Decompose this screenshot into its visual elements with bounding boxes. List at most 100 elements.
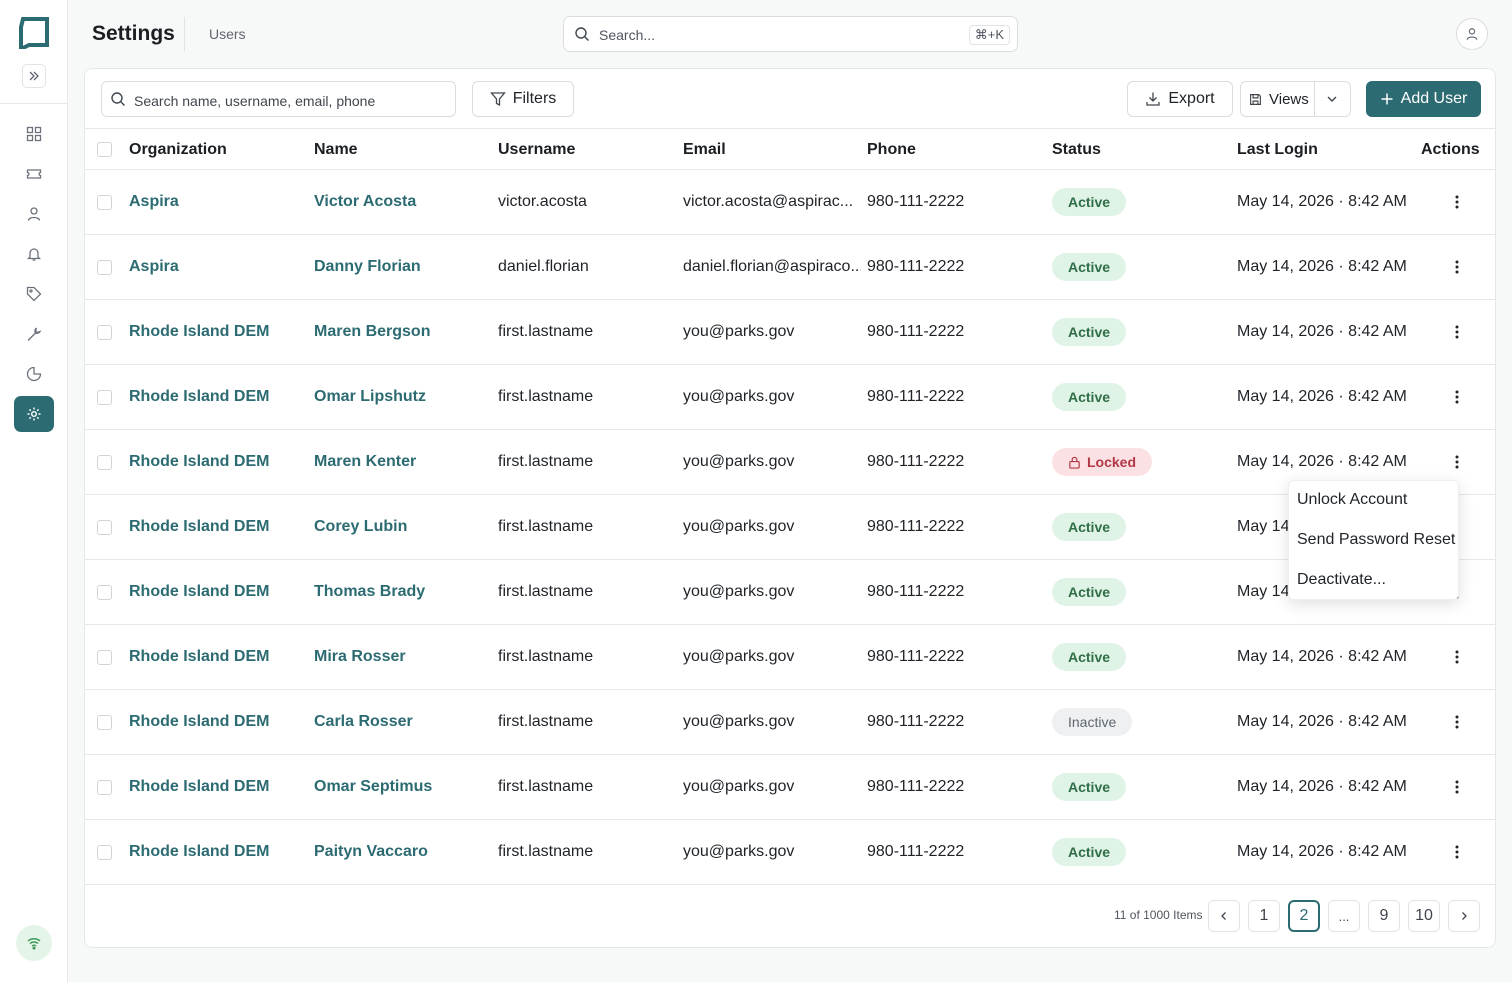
cell-phone: 980-111-2222 (867, 388, 965, 405)
cell-organization[interactable]: Rhode Island DEM (129, 713, 270, 730)
nav-tools[interactable] (14, 316, 54, 352)
row-checkbox[interactable] (97, 260, 112, 275)
avatar[interactable] (1456, 18, 1488, 50)
page-button[interactable]: 10 (1408, 900, 1440, 932)
row-actions-button[interactable] (1447, 192, 1467, 212)
row-actions-button[interactable] (1447, 647, 1467, 667)
table-row[interactable]: Rhode Island DEM Thomas Brady first.lastna… (85, 560, 1495, 625)
breadcrumb[interactable]: Users (209, 26, 246, 42)
global-search-input[interactable]: Search... ⌘+K (563, 16, 1018, 52)
page-button[interactable]: 9 (1368, 900, 1400, 932)
cell-username: first.lastname (498, 388, 594, 405)
column-organization[interactable]: Organization (129, 141, 227, 158)
table-row[interactable]: Rhode Island DEM Omar Lipshutz first.lastn… (85, 365, 1495, 430)
row-actions-button[interactable] (1447, 257, 1467, 277)
row-checkbox[interactable] (97, 845, 112, 860)
table-row[interactable]: Rhode Island DEM Mira Rosser first.lastnam… (85, 625, 1495, 690)
cell-name[interactable]: Danny Florian (314, 258, 421, 275)
page-button[interactable]: 1 (1248, 900, 1280, 932)
cell-name[interactable]: Maren Bergson (314, 323, 431, 340)
cell-name[interactable]: Mira Rosser (314, 648, 406, 665)
more-vertical-icon (1455, 390, 1459, 404)
row-checkbox[interactable] (97, 195, 112, 210)
table-row[interactable]: Rhode Island DEM Carla Rosser first.lastna… (85, 690, 1495, 755)
table-row[interactable]: Rhode Island DEM Corey Lubin first.lastnam… (85, 495, 1495, 560)
table-row[interactable]: Rhode Island DEM Maren Bergson first.lastn… (85, 300, 1495, 365)
cell-organization[interactable]: Rhode Island DEM (129, 388, 270, 405)
cell-organization[interactable]: Rhode Island DEM (129, 778, 270, 795)
cell-organization[interactable]: Rhode Island DEM (129, 453, 270, 470)
table-row[interactable]: Rhode Island DEM Paityn Vaccaro first.last… (85, 820, 1495, 885)
table-row[interactable]: Aspira Victor Acosta victor.acosta victor.a… (85, 170, 1495, 235)
page-button-current[interactable]: 2 (1288, 900, 1320, 932)
menu-item-unlock-account[interactable]: Unlock Account (1297, 491, 1408, 508)
cell-phone: 980-111-2222 (867, 518, 965, 535)
search-icon (111, 92, 125, 106)
cell-organization[interactable]: Rhode Island DEM (129, 843, 270, 860)
cell-organization[interactable]: Rhode Island DEM (129, 648, 270, 665)
row-actions-button[interactable] (1447, 712, 1467, 732)
table-row[interactable]: Rhode Island DEM Omar Septimus first.lastn… (85, 755, 1495, 820)
column-username[interactable]: Username (498, 141, 576, 158)
row-actions-button[interactable] (1447, 387, 1467, 407)
nav-notifications[interactable] (14, 236, 54, 272)
views-button[interactable]: Views (1240, 81, 1351, 117)
column-email[interactable]: Email (683, 141, 726, 158)
row-checkbox[interactable] (97, 585, 112, 600)
cell-organization[interactable]: Aspira (129, 258, 179, 275)
cell-name[interactable]: Paityn Vaccaro (314, 843, 428, 860)
cell-organization[interactable]: Rhode Island DEM (129, 323, 270, 340)
row-checkbox[interactable] (97, 390, 112, 405)
row-checkbox[interactable] (97, 520, 112, 535)
cell-name[interactable]: Maren Kenter (314, 453, 417, 470)
next-page-button[interactable] (1448, 900, 1480, 932)
column-name[interactable]: Name (314, 141, 358, 158)
row-checkbox[interactable] (97, 650, 112, 665)
select-all-checkbox[interactable] (97, 142, 112, 157)
column-status[interactable]: Status (1052, 141, 1101, 158)
table-row[interactable]: Rhode Island DEM Maren Kenter first.lastna… (85, 430, 1495, 495)
filters-button[interactable]: Filters (472, 81, 574, 117)
row-actions-button[interactable] (1447, 452, 1467, 472)
menu-item-deactivate[interactable]: Deactivate... (1297, 571, 1386, 588)
row-actions-button[interactable] (1447, 322, 1467, 342)
row-checkbox[interactable] (97, 325, 112, 340)
table-row[interactable]: Aspira Danny Florian daniel.florian daniel.… (85, 235, 1495, 300)
status-badge: Active (1052, 383, 1127, 411)
menu-item-send-password-reset[interactable]: Send Password Reset (1297, 531, 1456, 548)
row-checkbox[interactable] (97, 715, 112, 730)
cell-organization[interactable]: Aspira (129, 193, 179, 210)
add-user-button[interactable]: Add User (1366, 81, 1481, 117)
table-search-input[interactable]: Search name, username, email, phone (101, 81, 456, 117)
nav-tags[interactable] (14, 276, 54, 312)
nav-settings[interactable] (14, 396, 54, 432)
column-last-login[interactable]: Last Login (1237, 141, 1318, 158)
page-ellipsis[interactable]: ... (1328, 900, 1360, 932)
cell-name[interactable]: Corey Lubin (314, 518, 408, 535)
cell-organization[interactable]: Rhode Island DEM (129, 518, 270, 535)
chevron-left-icon (1221, 912, 1226, 920)
cell-username: victor.acosta (498, 193, 587, 210)
row-checkbox[interactable] (97, 455, 112, 470)
nav-users[interactable] (14, 196, 54, 232)
cell-name[interactable]: Omar Lipshutz (314, 388, 427, 405)
row-checkbox[interactable] (97, 780, 112, 795)
nav-reports[interactable] (14, 356, 54, 392)
cell-name[interactable]: Victor Acosta (314, 193, 417, 210)
cell-name[interactable]: Thomas Brady (314, 583, 426, 600)
export-button[interactable]: Export (1127, 81, 1233, 117)
row-actions-button[interactable] (1447, 842, 1467, 862)
column-phone[interactable]: Phone (867, 141, 916, 158)
prev-page-button[interactable] (1208, 900, 1240, 932)
cell-username: first.lastname (498, 453, 594, 470)
chevron-down-icon[interactable] (1325, 92, 1339, 106)
connection-status[interactable] (16, 925, 52, 961)
cell-organization[interactable]: Rhode Island DEM (129, 583, 270, 600)
nav-tickets[interactable] (14, 156, 54, 192)
expand-sidebar-button[interactable] (22, 64, 46, 88)
cell-name[interactable]: Carla Rosser (314, 713, 413, 730)
cell-name[interactable]: Omar Septimus (314, 778, 433, 795)
nav-dashboard[interactable] (14, 116, 54, 152)
row-actions-button[interactable] (1447, 777, 1467, 797)
logo-icon[interactable] (17, 15, 51, 49)
